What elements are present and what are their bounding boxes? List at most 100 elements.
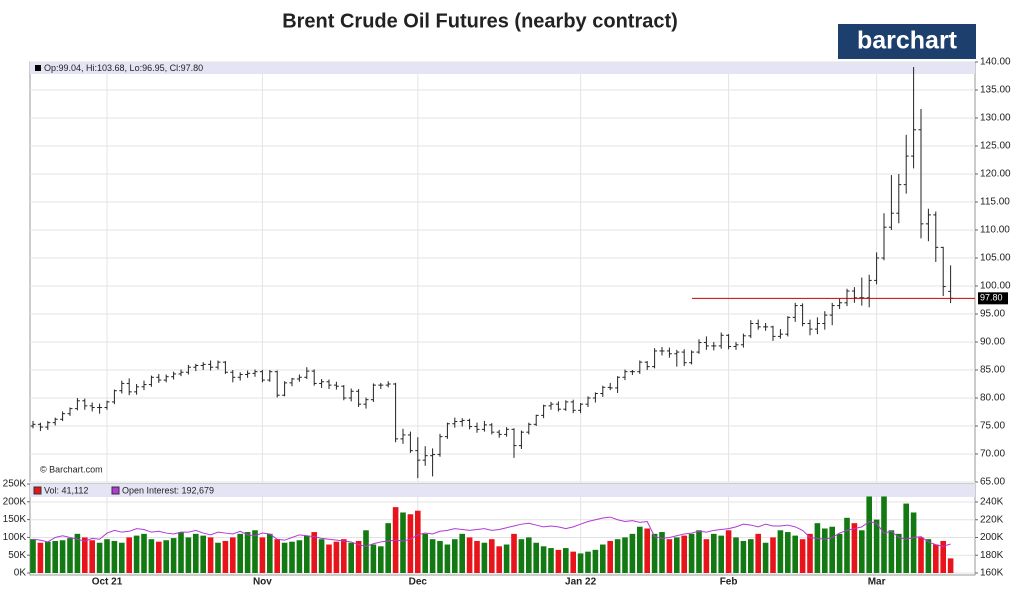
y-tick-label: 120.00	[980, 169, 1011, 180]
last-price-box	[978, 292, 1008, 305]
y-tick-label: 75.00	[980, 421, 1005, 432]
y2-tick-label: 240K	[980, 497, 1004, 508]
volume-bar	[629, 533, 636, 573]
x-tick-label: Feb	[720, 577, 738, 588]
volume-bar	[348, 542, 354, 573]
volume-bar	[607, 540, 613, 573]
volume-bar	[474, 540, 480, 573]
logo-box	[838, 24, 976, 59]
volume-bar	[111, 540, 118, 573]
volume-bar	[503, 544, 510, 573]
volume-bar	[289, 541, 295, 573]
volume-bar	[89, 540, 95, 573]
volume-bar	[311, 532, 317, 573]
volume-bar	[918, 537, 924, 573]
volume-bar	[533, 542, 539, 573]
volume-bar	[304, 535, 310, 573]
y2-tick-label: 180K	[980, 550, 1004, 561]
y-tick-label: 65.00	[980, 477, 1005, 488]
volume-bar	[466, 537, 473, 573]
y-tick-label: 85.00	[980, 365, 1005, 376]
volume-bar	[370, 544, 377, 573]
volume-bar	[163, 540, 169, 573]
volume-bar	[859, 530, 865, 573]
y-tick-label: 115.00	[980, 197, 1010, 208]
volume-bar	[429, 539, 436, 573]
volume-bar	[851, 523, 858, 573]
volume-bar	[141, 533, 147, 573]
volume-bar	[281, 542, 288, 573]
volume-bar	[119, 542, 125, 573]
volume-bar	[459, 533, 465, 573]
volume-bar	[770, 537, 776, 573]
volume-bar	[688, 533, 695, 573]
volume-bar	[910, 512, 917, 573]
volume-bar	[230, 537, 236, 573]
last-price-label: 97.80	[980, 293, 1003, 303]
y-tick-label: 125.00	[980, 141, 1011, 152]
volume-bar	[355, 540, 362, 573]
volume-bar	[785, 532, 791, 573]
volume-bar	[614, 539, 621, 573]
volume-bar	[570, 551, 576, 573]
legend-label: Vol: 41,112	[44, 485, 88, 495]
volume-bar	[185, 537, 192, 573]
y-tick-label: 150K	[3, 514, 27, 525]
x-tick-label: Mar	[868, 577, 886, 588]
volume-bar	[844, 517, 850, 573]
y-tick-label: 80.00	[980, 393, 1005, 404]
volume-bar	[259, 537, 266, 573]
volume-bar	[326, 544, 332, 573]
y-tick-label: 70.00	[980, 449, 1005, 460]
y-tick-label: 0K	[14, 568, 27, 579]
volume-bar	[74, 533, 81, 573]
volume-bar	[52, 540, 58, 573]
y-tick-label: 100.00	[980, 281, 1011, 292]
volume-bar	[400, 512, 406, 573]
volume-bar	[873, 519, 880, 573]
y-tick-label: 110.00	[980, 225, 1010, 236]
volume-bar	[237, 533, 243, 573]
volume-bar	[274, 539, 280, 573]
y-tick-label: 90.00	[980, 337, 1005, 348]
volume-bar	[385, 523, 391, 573]
y-tick-label: 135.00	[980, 85, 1011, 96]
volume-bar	[836, 533, 843, 573]
volume-bar	[888, 530, 895, 573]
volume-bar	[67, 538, 73, 573]
volume-bar	[318, 539, 325, 573]
legend-label: Open Interest: 192,679	[122, 485, 214, 495]
volume-header	[30, 484, 975, 497]
y-tick-label: 250K	[3, 479, 27, 490]
legend-swatch	[33, 486, 42, 495]
volume-bar	[178, 532, 184, 573]
volume-bar	[666, 539, 673, 573]
y-tick-label: 200K	[3, 496, 27, 507]
volume-bar	[829, 526, 835, 573]
volume-bar	[644, 528, 650, 573]
y-tick-label: 100K	[3, 532, 27, 543]
volume-bar	[193, 533, 199, 573]
volume-bar	[807, 533, 813, 573]
volume-bar	[925, 539, 932, 573]
volume-bar	[378, 546, 384, 573]
x-tick-label: Oct 21	[92, 577, 123, 588]
volume-bar	[814, 523, 821, 573]
open-interest-line	[32, 516, 951, 547]
volume-bar	[933, 544, 939, 573]
volume-bar	[170, 538, 177, 573]
volume-bar	[674, 537, 680, 573]
volume-bar	[748, 539, 754, 573]
price-header	[30, 62, 975, 74]
volume-bar	[622, 537, 628, 573]
y-tick-label: 105.00	[980, 253, 1011, 264]
volume-bar	[703, 539, 710, 573]
volume-bar	[496, 546, 502, 573]
volume-bar	[792, 535, 798, 573]
volume-bar	[740, 540, 747, 573]
volume-bar	[333, 541, 340, 573]
logo: barchart	[857, 27, 958, 55]
volume-bar	[896, 533, 902, 573]
x-tick-label: Dec	[409, 577, 428, 588]
